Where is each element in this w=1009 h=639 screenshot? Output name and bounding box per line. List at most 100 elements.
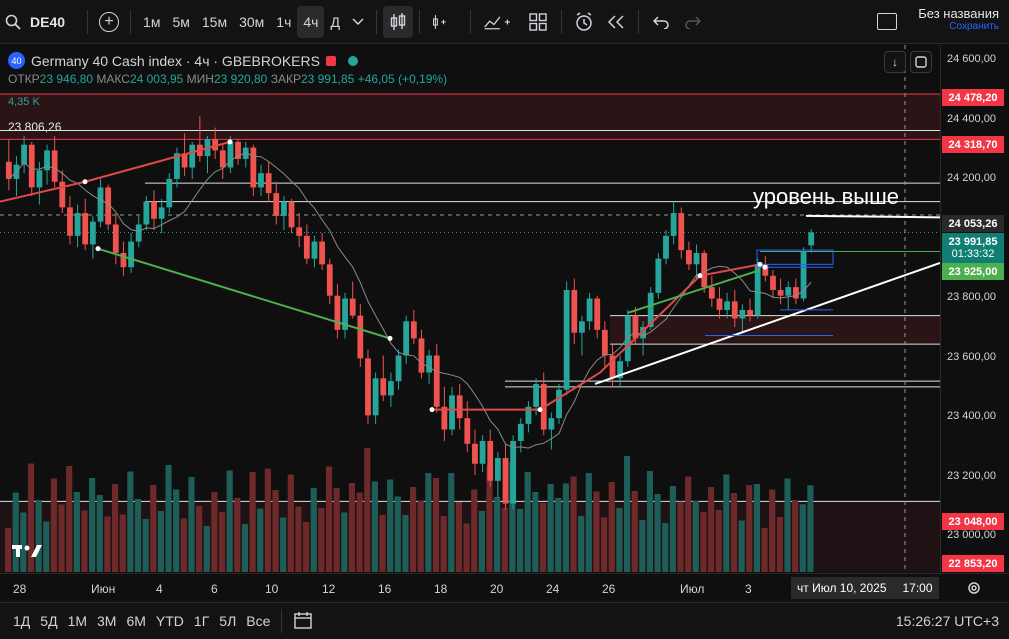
candle-body [556,389,562,419]
divider [637,9,639,34]
range-5d[interactable]: 5Д [40,613,58,629]
candle-body [410,321,417,339]
alert-clock-icon[interactable] [568,6,600,38]
volume-bar [425,473,432,572]
volume-bar [234,498,241,572]
candles-icon[interactable] [382,5,413,38]
volume-bar [593,491,600,572]
candle-body [288,201,295,228]
candle-body [5,161,12,179]
indicators-icon[interactable] [426,6,464,38]
range-1d[interactable]: 1Д [13,613,31,629]
volume-bar [730,493,738,572]
ohlc-values: ОТКР23 946,80 МАКС24 003,95 МИН23 920,80… [8,72,447,86]
candle-body [326,264,333,296]
volume-bar [134,499,142,572]
price-tick: 24 200,00 [947,172,996,184]
symbol-name[interactable]: DE40 [30,13,66,30]
interval-5m[interactable]: 5м [172,13,190,30]
maximize-icon[interactable] [910,51,932,73]
interval-30m[interactable]: 30м [239,13,265,30]
price-axis[interactable]: 24 600,00 24 400,00 24 200,00 23 800,00 … [940,45,1009,572]
candle-body [708,287,715,299]
candle-body [174,153,180,179]
plus-icon: + [99,11,120,32]
arrow-down-icon[interactable]: ↓ [884,51,906,73]
range-1m[interactable]: 1М [67,613,88,629]
candle-body [479,440,486,464]
candle-body [609,355,616,379]
volume-bar [5,528,12,572]
compare-symbol-button[interactable]: + [94,6,124,38]
chart-legend: 40 Germany 40 Cash index · 4ч · GBEBROKE… [8,52,447,86]
replay-icon[interactable] [600,6,632,38]
market-status-icon[interactable] [325,55,336,66]
chevron-down-icon[interactable] [346,6,370,38]
volume-bar [333,488,340,572]
tradingview-logo[interactable] [12,543,44,564]
range-3m[interactable]: 3М [97,613,117,629]
volume-bar [646,471,654,572]
save-status[interactable]: Сохранить [949,21,999,32]
text-annotation[interactable]: уровень выше [753,184,900,209]
volume-bar [631,491,638,572]
volume-bar [555,498,562,572]
volume-bar [180,518,187,572]
interval-15m[interactable]: 15м [201,13,228,30]
interval-1m[interactable]: 1м [143,13,161,30]
data-status-icon[interactable] [347,55,358,66]
clock-timezone[interactable]: 15:26:27 UTC+3 [895,613,999,629]
interval-1d[interactable]: Д [330,13,340,30]
open-value: 23 946,80 [39,72,94,86]
time-label: Июл [680,582,705,596]
time-label: 20 [490,582,504,596]
interval-4h[interactable]: 4ч [297,5,325,38]
search-icon[interactable] [0,6,26,38]
range-6m[interactable]: 6М [126,613,146,629]
chart-pane[interactable] [0,45,941,572]
layout-title: Без названия [918,6,999,21]
candle-body [151,201,157,219]
layout-icon[interactable] [877,13,897,30]
candle-body [739,309,746,319]
candle-body [143,201,150,225]
volume-bar [608,482,615,572]
chart-canvas[interactable] [0,45,941,572]
candle-body [349,298,356,316]
range-5y[interactable]: 5Л [219,613,237,629]
save-layout[interactable]: Без названия Сохранить [918,6,999,32]
range-1y[interactable]: 1Г [193,613,210,629]
redo-icon[interactable] [677,6,709,38]
candle-body [235,141,241,159]
candle-body [296,227,303,236]
candle-body [387,381,394,396]
volume-bar [287,474,294,572]
interval-1h[interactable]: 1ч [276,13,292,30]
time-axis[interactable]: 28 Июн 4 6 10 12 16 18 20 24 26 Июл 3 чт… [0,573,1009,601]
volume-bar [150,485,157,572]
undo-icon[interactable] [645,6,677,38]
volume-bar [417,501,424,572]
layout-grid-icon[interactable] [521,6,555,38]
date-range-calendar-icon[interactable] [288,611,318,632]
volume-bar [35,500,42,572]
range-ytd[interactable]: YTD [155,613,184,629]
red-trend-line [84,140,231,183]
volume-bar [318,508,325,572]
horizontal-line-label[interactable]: 23 806,26 [8,120,62,134]
last-price-tag: 23 991,85 01:33:32 [942,233,1004,263]
candle-body [594,298,601,330]
range-all[interactable]: Все [246,613,271,629]
volume-bar [471,489,478,572]
settings-gear-icon[interactable] [966,580,982,599]
legend-title[interactable]: Germany 40 Cash index · 4ч · GBEBROKERS [31,52,320,69]
crosshair-date: чт Июл 10, 2025 [797,581,887,595]
chart-type-icon[interactable] [477,6,521,38]
volume-bar [27,463,35,572]
candle-body [632,315,639,339]
divider [560,9,562,34]
candle-body [663,235,669,259]
candle-body [426,355,433,373]
candle-body [135,224,142,242]
volume-bar [669,486,676,572]
